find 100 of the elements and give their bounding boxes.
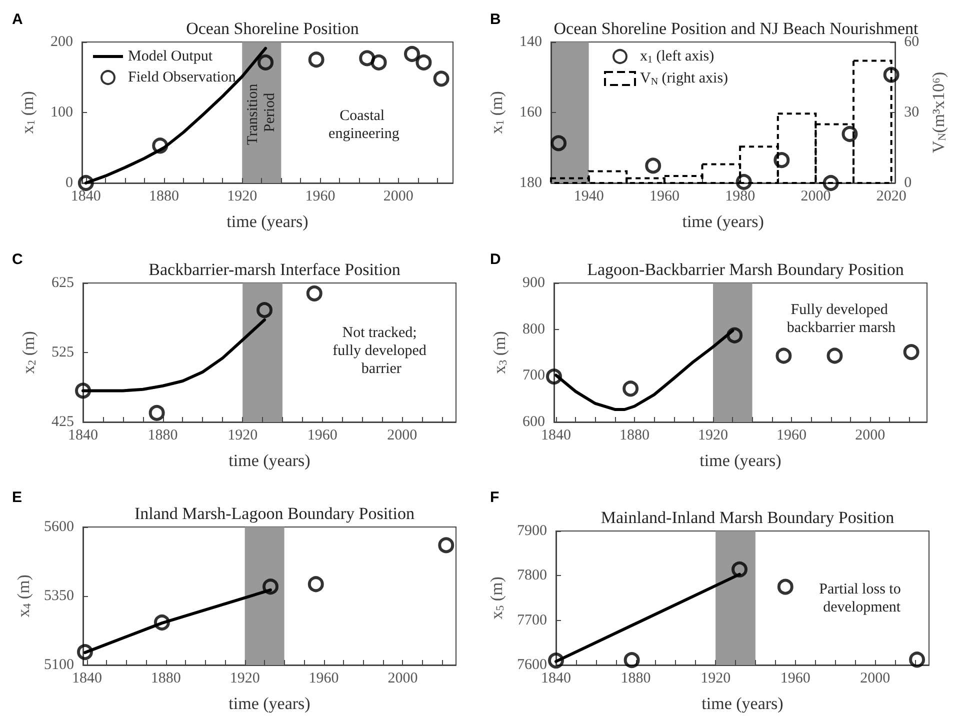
point [826,348,843,364]
point [433,70,450,87]
point [416,54,432,70]
band-label: Transition Period [245,80,278,145]
x-tick-label: 1960 [780,670,810,686]
x-tick-label: 1840 [70,188,101,204]
point [258,54,274,70]
y-tick-label: 5350 [44,588,74,604]
x-tick-label: 1920 [698,428,728,444]
x-axis-title: time (years) [228,694,310,713]
legend-label: Field Observation [128,70,236,86]
y-tick-label: 600 [522,414,545,430]
x-tick-label: 1880 [149,188,180,204]
y2-tick-label: 60 [904,34,920,50]
legend-label: Model Output [128,48,214,64]
point [732,561,748,578]
x-tick-label: 1960 [305,188,336,204]
point [438,537,454,554]
x-tick-label: 1920 [230,670,260,686]
y-axis-title: x1 (m) [18,91,38,134]
text: A [12,11,23,28]
point [822,175,839,191]
x-tick-label: 2020 [876,188,906,204]
y-tick-label: 7800 [517,568,547,584]
x-tick-label: 1880 [620,670,651,686]
point [909,652,926,668]
y-tick-label: 180 [520,175,542,191]
y-tick-label: 200 [50,34,73,50]
point [548,652,564,669]
point [370,54,387,70]
point [883,66,900,83]
point [774,152,790,168]
y-axis-title: x5 (m) [487,576,507,620]
y-tick-label: 160 [520,104,542,120]
text: B [490,11,501,28]
x-axis-title: time (years) [700,451,782,470]
point [622,380,639,397]
point [308,576,324,592]
y-axis-title: x3 (m) [490,331,510,374]
x-tick-label: 1880 [150,670,181,686]
x-tick-label: 1920 [227,188,258,204]
y-tick-label: 100 [50,104,73,120]
point [624,652,640,668]
x-tick-label: 1960 [776,428,807,444]
x-tick-label: 1840 [68,428,98,444]
point [404,46,420,62]
point [776,348,792,364]
x-axis-title: time (years) [226,212,308,231]
y-tick-label: 7700 [517,612,547,628]
y2-tick-label: 30 [904,104,920,120]
annotation: Not tracked; fully developed barrier [332,325,430,378]
x-tick-label: 1880 [148,428,178,444]
x-tick-label: 1920 [700,670,731,686]
y-axis-title: x4 (m) [14,574,34,618]
chart-title: Mainland-Inland Marsh Boundary Position [600,508,895,527]
point [736,174,752,190]
y-tick-label: 425 [52,414,74,430]
y-tick-label: 800 [522,321,545,338]
point [645,158,662,174]
point [308,52,324,68]
y-tick-label: 5600 [44,519,74,535]
chart-title: Lagoon-Backbarrier Marsh Boundary Position [587,260,904,279]
text: E [12,489,22,506]
y-tick-label: 900 [522,275,545,291]
x-tick-label: 1940 [574,188,604,204]
point [154,614,170,630]
annotation: Fully developed backbarrier marsh [786,302,896,336]
text: C [12,251,23,268]
x-tick-label: 1840 [72,670,102,686]
y-tick-label: 140 [520,34,542,50]
x-tick-label: 1960 [308,670,339,686]
y-tick-label: 7600 [517,657,547,673]
point [777,578,794,595]
point [256,302,273,318]
y-tick-label: 7900 [517,523,547,539]
y2-tick-label: 0 [904,175,912,191]
point [75,382,91,399]
annotation: Partial loss to development [819,582,905,616]
point [550,135,567,152]
x-tick-label: 1880 [619,428,650,444]
chart-title: Ocean Shoreline Position [186,19,360,38]
x-tick-label: 1920 [228,428,258,444]
x-tick-label: 1840 [540,428,571,444]
y-axis-title: x2 (m) [19,331,38,374]
y-tick-label: 525 [52,344,74,360]
x-tick-label: 2000 [387,428,418,444]
x-axis-title: time (years) [682,212,764,231]
text: D [490,251,501,268]
point [842,126,858,142]
point [76,644,93,660]
x-tick-label: 2000 [860,670,890,686]
x-tick-label: 2000 [800,188,831,204]
y-axis-title: x1 (m) [487,91,506,134]
x-tick-label: 2000 [383,188,414,204]
y-tick-label: 5100 [44,657,74,673]
point [726,327,743,344]
point [903,344,920,360]
x-tick-label: 1960 [307,428,338,444]
chart-title: Inland Marsh-Lagoon Boundary Position [134,504,415,523]
x-tick-label: 1960 [649,188,680,204]
